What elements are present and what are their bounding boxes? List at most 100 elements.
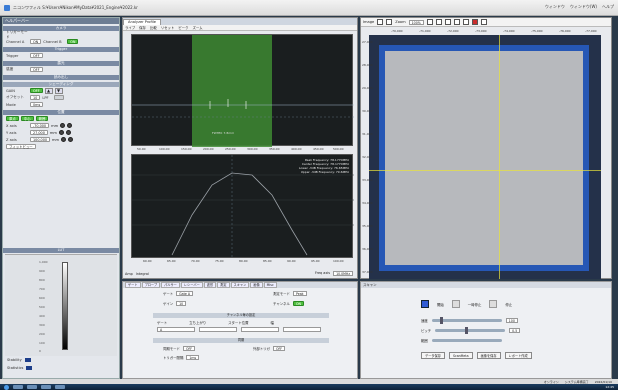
- down-arrow-button[interactable]: ▼: [54, 87, 63, 94]
- center-button[interactable]: 中心: [20, 116, 34, 121]
- taskbar-app-icon[interactable]: [41, 385, 51, 389]
- x-jog-left-button[interactable]: [60, 123, 66, 128]
- lut-gradient-bar[interactable]: [62, 262, 68, 350]
- create-report-button[interactable]: レポート作成: [504, 352, 532, 359]
- tab-image[interactable]: 画像: [250, 282, 263, 288]
- y-axis-value[interactable]: 27,000: [30, 130, 48, 135]
- menu-item[interactable]: ウィンドウ(W): [569, 4, 597, 9]
- trigger-value[interactable]: OFF: [30, 53, 43, 58]
- integral-checkbox[interactable]: Integral: [135, 272, 149, 276]
- taskbar-app-icon[interactable]: [13, 385, 23, 389]
- gate-band[interactable]: [192, 35, 272, 147]
- pitch-field[interactable]: 0.5: [509, 328, 521, 333]
- menu-item[interactable]: ウィンドウ: [544, 4, 565, 9]
- freq-axis-field[interactable]: 10.0MHz: [333, 271, 353, 276]
- sync-select[interactable]: OFF: [182, 346, 196, 351]
- z-jog-right-button[interactable]: [68, 137, 74, 142]
- speed-slider-knob[interactable]: [439, 317, 443, 324]
- up-arrow-button[interactable]: ▲: [44, 87, 53, 94]
- fit-icon[interactable]: [426, 19, 433, 25]
- z-axis-value[interactable]: 100,000: [30, 137, 51, 142]
- pitch-slider-knob[interactable]: [465, 327, 469, 334]
- mode-field[interactable]: 0ms: [30, 102, 44, 107]
- grid-icon[interactable]: [435, 19, 442, 25]
- tab-analyzer-profile[interactable]: Analyzer Profile: [123, 19, 161, 25]
- range-button[interactable]: 範囲: [35, 116, 49, 121]
- gate-select[interactable]: Gate A: [176, 291, 193, 296]
- speed-field[interactable]: 100: [505, 318, 518, 323]
- x-tick: -75,000: [531, 29, 543, 33]
- spectrum-plot[interactable]: Peak Frequency: 78.1770MHz Center Freque…: [131, 154, 354, 259]
- live-button[interactable]: ライブ: [125, 26, 136, 30]
- zoom-button[interactable]: ズーム: [192, 26, 203, 30]
- amp-checkbox[interactable]: Amp: [125, 272, 133, 276]
- tab-measure[interactable]: 測定: [217, 282, 230, 288]
- save-button[interactable]: 保存: [139, 26, 146, 30]
- table-cell[interactable]: A: [157, 327, 195, 332]
- tab-pulser[interactable]: パルサー: [161, 282, 180, 288]
- x-axis-value[interactable]: -70,000: [30, 123, 50, 128]
- zoom-select[interactable]: 100%: [408, 19, 424, 25]
- menu-item[interactable]: ヘルプ: [602, 4, 614, 9]
- x-tick: 350.00: [269, 147, 280, 151]
- reset-button[interactable]: リセット: [160, 26, 175, 30]
- sensitivity-value[interactable]: OFF: [30, 67, 43, 72]
- profile-plot[interactable]: FWHM: 7.8mm: [131, 34, 354, 147]
- tab-waveform[interactable]: 波形: [203, 282, 217, 288]
- palette-icon[interactable]: [462, 19, 469, 25]
- start-scan-button[interactable]: [421, 300, 429, 308]
- tab-probe[interactable]: プローブ: [141, 282, 161, 288]
- table-cell[interactable]: [241, 327, 279, 332]
- lut-tick: 500: [39, 305, 45, 309]
- y-jog-left-button[interactable]: [58, 130, 64, 135]
- gain-toggle[interactable]: OFF: [30, 88, 43, 93]
- tab-gate[interactable]: ゲート: [125, 282, 141, 288]
- ext-trigger-select[interactable]: OFF: [272, 346, 286, 351]
- export-icon[interactable]: [480, 19, 487, 25]
- tab-receiver[interactable]: レシーバー: [180, 282, 203, 288]
- channel-b-toggle[interactable]: ON: [67, 39, 79, 44]
- offset-field[interactable]: 10: [30, 95, 41, 100]
- crosshair-vertical[interactable]: [499, 35, 500, 279]
- down-arrow-icon[interactable]: [386, 19, 393, 25]
- sync-label: 同期モード: [163, 347, 180, 351]
- statistics-row: Statistics: [7, 366, 33, 370]
- crosshair-icon[interactable]: [444, 19, 451, 25]
- y-jog-right-button[interactable]: [65, 130, 71, 135]
- channel-a-toggle[interactable]: ON: [30, 39, 42, 44]
- record-icon[interactable]: [471, 19, 478, 25]
- save-image-button[interactable]: 画像を保存: [476, 352, 501, 359]
- start-button-icon[interactable]: [4, 384, 9, 390]
- up-arrow-icon[interactable]: [377, 19, 384, 25]
- z-jog-left-button[interactable]: [61, 137, 67, 142]
- interval-field[interactable]: 1ms: [186, 355, 200, 360]
- channel-toggle[interactable]: ON: [292, 301, 305, 306]
- legend-upper-frequency: Upper -3dB Frequency: 79.6MHz: [300, 170, 349, 174]
- taskbar-app-icon[interactable]: [55, 385, 65, 389]
- measure-icon[interactable]: [453, 19, 460, 25]
- mode-select[interactable]: Peak: [292, 291, 307, 296]
- pitch-slider[interactable]: [435, 327, 506, 334]
- pause-scan-button[interactable]: [451, 300, 460, 308]
- table-cell[interactable]: [199, 327, 237, 332]
- speed-slider[interactable]: [431, 317, 502, 324]
- fit-view-button[interactable]: フィットビュー: [6, 144, 36, 149]
- lpf-field[interactable]: [54, 95, 65, 100]
- tab-misc[interactable]: Misc: [263, 282, 277, 288]
- taskbar-app-icon[interactable]: [27, 385, 37, 389]
- scan-image[interactable]: [379, 45, 589, 271]
- compare-button[interactable]: 比較: [149, 26, 157, 30]
- table-cell[interactable]: [283, 327, 321, 332]
- tab-scan[interactable]: スキャン: [230, 282, 250, 288]
- stop-scan-button[interactable]: [489, 300, 498, 308]
- x-jog-right-button[interactable]: [67, 123, 73, 128]
- lut-tick: 600: [39, 296, 45, 300]
- gain-field[interactable]: 10: [176, 301, 187, 306]
- save-data-button[interactable]: データ保存: [421, 352, 445, 359]
- origin-button[interactable]: 原点: [6, 116, 19, 121]
- crosshair-horizontal[interactable]: [369, 170, 601, 171]
- range-slider[interactable]: [431, 339, 502, 342]
- scan-meta-button[interactable]: ScanMeta: [448, 352, 473, 359]
- scan-image-view[interactable]: [369, 35, 601, 279]
- peak-button[interactable]: ピーク: [178, 26, 189, 30]
